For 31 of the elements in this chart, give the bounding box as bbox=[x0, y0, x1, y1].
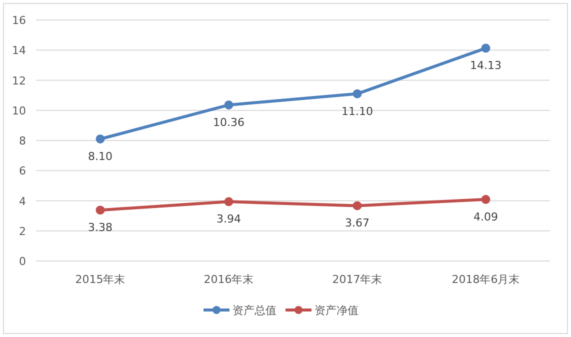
x-tick-label: 2016年末 bbox=[204, 273, 254, 286]
x-tick-label: 2018年6月末 bbox=[452, 273, 520, 286]
point bbox=[481, 194, 490, 204]
y-tick-label: 14 bbox=[12, 44, 26, 58]
y-tick-label: 4 bbox=[19, 194, 26, 208]
x-tick-label: 2017年末 bbox=[332, 273, 382, 286]
data-label: 8.10 bbox=[88, 150, 112, 163]
y-tick-label: 12 bbox=[12, 74, 26, 88]
y-tick-label: 6 bbox=[19, 164, 26, 178]
y-tick-label: 8 bbox=[19, 134, 26, 148]
y-tick-label: 10 bbox=[12, 104, 26, 118]
point bbox=[224, 100, 234, 110]
data-label: 11.10 bbox=[342, 104, 373, 118]
data-label: 14.13 bbox=[470, 59, 502, 72]
point bbox=[96, 134, 105, 144]
x-tick-label: 2015年末 bbox=[75, 273, 126, 286]
point bbox=[352, 89, 362, 98]
y-tick-label: 2 bbox=[19, 224, 26, 238]
legend-label: 资产净值 bbox=[314, 304, 358, 317]
legend-label: 资产总值 bbox=[232, 304, 276, 317]
data-label: 3.38 bbox=[88, 221, 112, 234]
point bbox=[96, 206, 105, 215]
data-label: 4.09 bbox=[474, 210, 498, 224]
point bbox=[224, 197, 234, 206]
data-label: 10.36 bbox=[213, 116, 244, 129]
y-tick-label: 0 bbox=[19, 255, 26, 268]
point bbox=[481, 44, 490, 53]
y-tick-label: 16 bbox=[12, 14, 26, 27]
point bbox=[352, 201, 362, 210]
data-label: 3.67 bbox=[345, 216, 370, 230]
data-label: 3.94 bbox=[216, 212, 241, 226]
